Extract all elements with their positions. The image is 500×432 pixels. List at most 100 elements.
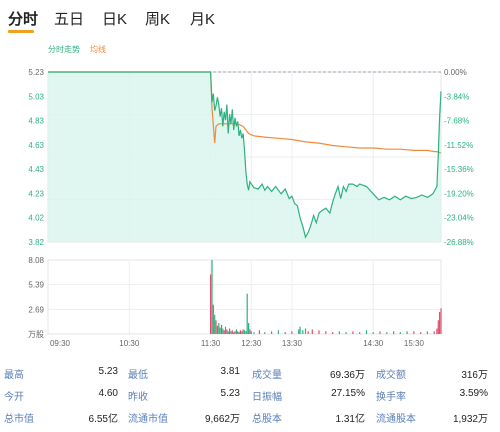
stat-value: 3.81: [220, 366, 240, 377]
volume-tick: 5.39: [28, 281, 44, 290]
volume-bar: [231, 330, 233, 334]
time-tick: 12:30: [241, 339, 262, 348]
volume-bar: [433, 331, 435, 334]
volume-bar: [222, 328, 224, 334]
stat-label: 成交量: [252, 370, 282, 381]
volume-tick: 8.08: [28, 256, 44, 265]
tab-timeshare[interactable]: 分时: [8, 11, 39, 28]
volume-bar: [239, 330, 241, 334]
percent-tick: 0.00%: [444, 68, 467, 77]
percent-tick: -7.68%: [444, 117, 469, 126]
volume-bar: [379, 331, 381, 334]
volume-bar: [253, 332, 255, 334]
intraday-chart: 分时走势 均线 5.23 5.03 4.83 4.63 4.43 4.23 4.02 3.82…: [28, 44, 474, 348]
volume-bar: [332, 332, 334, 334]
stat-label: 流通股本: [376, 414, 416, 425]
volume-bar: [219, 327, 221, 334]
volume-bar: [386, 332, 388, 334]
volume-bar: [248, 323, 250, 334]
time-tick: 09:30: [50, 339, 71, 348]
volume-bar: [220, 324, 223, 334]
percent-tick: -26.88%: [444, 238, 474, 247]
percent-tick: -23.04%: [444, 214, 474, 223]
stat-label: 成交额: [376, 370, 406, 381]
stat-label: 流通市值: [128, 414, 168, 425]
volume-bar: [426, 331, 428, 334]
stat-value: 5.23: [220, 388, 240, 399]
time-tick: 14:30: [363, 339, 384, 348]
legend-average: 均线: [90, 44, 106, 54]
volume-bar: [352, 331, 354, 334]
volume-tick: 2.69: [28, 305, 44, 314]
legend-price: 分时走势: [48, 44, 80, 54]
percent-tick: -11.52%: [444, 141, 473, 150]
time-tick: 13:30: [282, 339, 303, 348]
tab-monthly-k[interactable]: 月K: [190, 11, 216, 28]
volume-bar: [420, 332, 422, 334]
volume-bar: [246, 293, 248, 334]
price-line: [48, 71, 442, 239]
volume-bar: [304, 328, 307, 334]
volume-bar: [243, 330, 246, 334]
volume-bar: [242, 329, 244, 334]
time-tick: 15:30: [404, 339, 425, 348]
volume-bar: [224, 326, 227, 334]
volume-bar: [227, 331, 229, 334]
percent-tick: -19.20%: [444, 189, 474, 198]
price-tick: 4.63: [28, 141, 44, 150]
volume-bar: [210, 274, 212, 334]
volume-bar: [264, 332, 266, 334]
stat-value: 3.59%: [459, 388, 488, 399]
volume-bar: [338, 331, 340, 334]
volume-bar: [271, 331, 273, 334]
volume-bar: [223, 330, 225, 334]
price-tick: 4.02: [28, 214, 44, 223]
volume-tick: 万股: [28, 330, 44, 339]
volume-bar: [436, 328, 438, 334]
volume-bar: [399, 332, 401, 334]
volume-bar: [439, 312, 441, 334]
volume-bar: [237, 331, 239, 334]
price-tick: 4.43: [28, 165, 44, 174]
tab-weekly-k[interactable]: 周K: [145, 11, 171, 28]
volume-bar: [359, 332, 361, 334]
volume-bar: [406, 331, 408, 334]
time-tick: 11:30: [201, 339, 221, 348]
volume-bar: [258, 330, 260, 334]
volume-axis-labels: 8.08 5.39 2.69 万股: [28, 256, 45, 339]
stat-label: 总股本: [252, 414, 282, 425]
price-tick: 5.03: [28, 92, 44, 101]
volume-bar: [298, 329, 300, 334]
volume-bar: [230, 331, 232, 334]
stat-label: 昨收: [128, 392, 148, 403]
time-tick: 10:30: [119, 339, 140, 348]
stat-value: 69.36万: [329, 370, 365, 381]
stat-label: 最低: [128, 370, 148, 381]
volume-bar: [299, 326, 301, 334]
tab-five-day[interactable]: 五日: [54, 11, 85, 28]
volume-bar: [325, 331, 327, 334]
volume-bar: [212, 304, 214, 334]
stat-label: 日振幅: [252, 392, 282, 403]
volume-bar: [413, 331, 415, 334]
volume-bar: [233, 332, 235, 334]
volume-bar: [365, 330, 368, 334]
chart-tabs: 分时 五日 日K 周K 月K: [0, 0, 500, 36]
price-tick: 4.23: [28, 189, 44, 198]
volume-bar: [234, 331, 236, 334]
volume-bar: [211, 260, 213, 334]
volume-bar: [345, 332, 347, 334]
volume-bar: [302, 330, 304, 334]
stat-value: 1,932万: [452, 414, 488, 425]
stat-value: 1.31亿: [335, 414, 365, 425]
volume-bar: [226, 329, 228, 334]
price-axis-labels: 5.23 5.03 4.83 4.63 4.43 4.23 4.02 3.82: [28, 68, 44, 247]
average-line: [48, 71, 441, 154]
volume-bar: [215, 320, 217, 334]
active-tab-indicator: [8, 30, 34, 33]
tab-daily-k[interactable]: 日K: [102, 11, 128, 28]
price-tick: 4.83: [28, 117, 44, 126]
volume-bar: [250, 331, 252, 334]
chart-legend: 分时走势 均线: [48, 44, 106, 54]
stat-label: 今开: [4, 392, 24, 403]
